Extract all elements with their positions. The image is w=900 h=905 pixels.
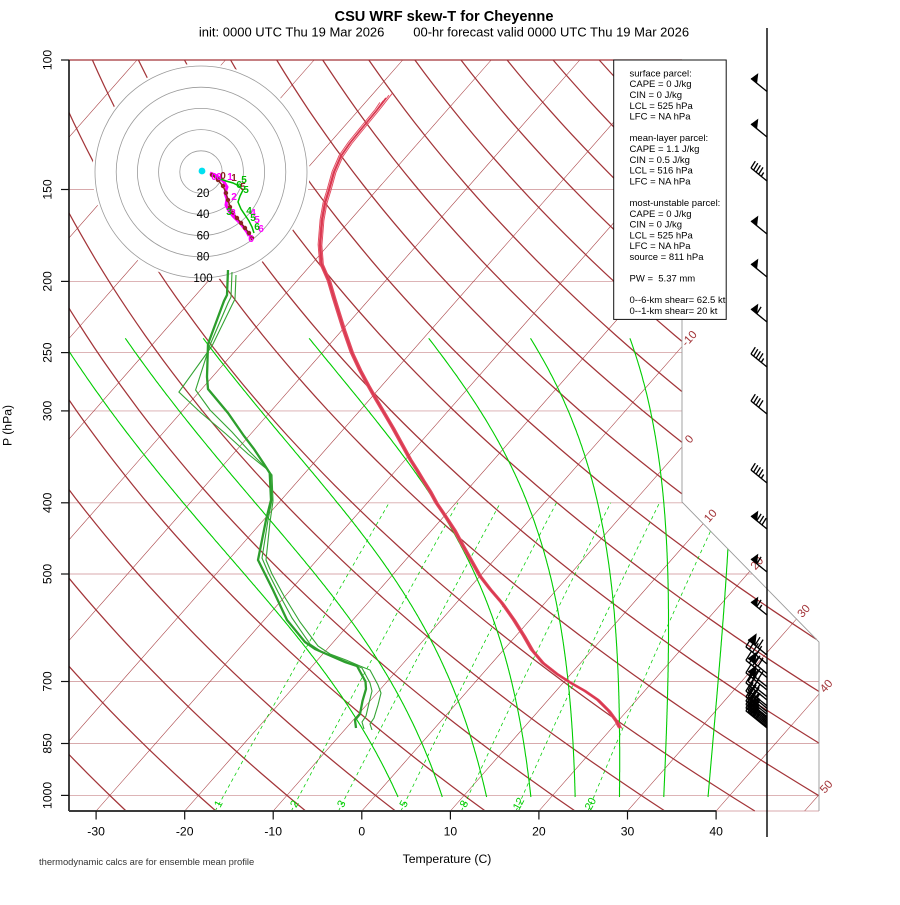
svg-text:3: 3	[335, 799, 348, 810]
svg-text:PW = 5.37 mm: PW = 5.37 mm	[630, 274, 696, 285]
svg-text:mean-layer parcel:: mean-layer parcel:	[630, 133, 709, 144]
svg-text:3: 3	[226, 207, 232, 218]
svg-text:20: 20	[583, 796, 599, 812]
svg-text:2: 2	[231, 192, 237, 203]
svg-text:1000: 1000	[41, 782, 55, 809]
svg-text:100: 100	[41, 50, 55, 71]
svg-text:CIN = 0 J/kg: CIN = 0 J/kg	[630, 90, 683, 101]
svg-text:40: 40	[197, 209, 210, 221]
svg-text:5: 5	[398, 799, 411, 810]
svg-text:-20: -20	[176, 825, 194, 839]
svg-text:6: 6	[248, 234, 254, 245]
svg-text:LCL = 516 hPa: LCL = 516 hPa	[630, 166, 694, 177]
svg-text:60: 60	[197, 230, 210, 242]
svg-text:12: 12	[511, 796, 527, 812]
svg-text:8: 8	[458, 799, 471, 810]
svg-text:CIN = 0.5 J/kg: CIN = 0.5 J/kg	[630, 155, 690, 166]
svg-text:5: 5	[250, 213, 256, 224]
svg-text:1: 1	[227, 172, 233, 183]
svg-text:5: 5	[241, 175, 247, 186]
svg-text:400: 400	[41, 492, 55, 513]
svg-text:surface parcel:: surface parcel:	[630, 68, 692, 79]
svg-text:700: 700	[41, 671, 55, 692]
svg-text:4: 4	[250, 208, 256, 219]
svg-text:0: 0	[358, 825, 365, 839]
svg-text:40: 40	[709, 825, 723, 839]
svg-text:LFC = NA hPa: LFC = NA hPa	[630, 112, 692, 123]
svg-text:0: 0	[220, 171, 226, 182]
svg-text:CSU WRF skew-T for Cheyenne: CSU WRF skew-T for Cheyenne	[335, 9, 554, 25]
svg-text:LCL = 525 hPa: LCL = 525 hPa	[630, 230, 694, 241]
svg-text:1: 1	[212, 799, 225, 810]
svg-text:500: 500	[41, 564, 55, 585]
svg-text:3: 3	[230, 208, 236, 219]
svg-text:1: 1	[231, 173, 237, 184]
svg-text:2: 2	[288, 799, 301, 810]
svg-text:5: 5	[240, 182, 246, 193]
svg-text:source = 811 hPa: source = 811 hPa	[630, 252, 705, 263]
svg-text:P (hPa): P (hPa)	[1, 405, 15, 446]
svg-text:0: 0	[216, 172, 222, 183]
svg-text:CAPE = 0 J/kg: CAPE = 0 J/kg	[630, 209, 692, 220]
svg-text:-10: -10	[264, 825, 282, 839]
svg-text:Temperature (C): Temperature (C)	[403, 852, 492, 866]
svg-text:LCL = 525 hPa: LCL = 525 hPa	[630, 101, 694, 112]
svg-text:CIN = 0 J/kg: CIN = 0 J/kg	[630, 220, 683, 231]
svg-text:most-unstable parcel:: most-unstable parcel:	[630, 198, 721, 209]
svg-text:thermodynamic calcs are for en: thermodynamic calcs are for ensemble mea…	[39, 856, 254, 867]
svg-text:init: 0000 UTC Thu 19 Mar 2026: init: 0000 UTC Thu 19 Mar 2026 00-hr for…	[199, 24, 689, 39]
svg-text:0--6-km shear= 62.5 kt: 0--6-km shear= 62.5 kt	[630, 295, 726, 306]
svg-text:20: 20	[197, 188, 210, 200]
svg-text:-30: -30	[87, 825, 105, 839]
svg-text:4: 4	[246, 206, 252, 217]
svg-text:LFC = NA hPa: LFC = NA hPa	[630, 176, 692, 187]
svg-text:6: 6	[236, 180, 242, 191]
svg-text:100: 100	[193, 273, 212, 285]
svg-text:20: 20	[532, 825, 546, 839]
svg-text:6: 6	[254, 222, 260, 233]
svg-text:0--1-km shear= 20 kt: 0--1-km shear= 20 kt	[630, 306, 718, 317]
svg-text:6: 6	[258, 224, 264, 235]
svg-text:5: 5	[254, 215, 260, 226]
svg-text:0: 0	[211, 172, 217, 183]
svg-text:CAPE = 0 J/kg: CAPE = 0 J/kg	[630, 79, 692, 90]
svg-text:LFC = NA hPa: LFC = NA hPa	[630, 241, 692, 252]
svg-text:150: 150	[41, 179, 55, 200]
svg-text:300: 300	[41, 401, 55, 422]
svg-text:850: 850	[41, 733, 55, 754]
svg-text:5: 5	[243, 185, 249, 196]
svg-text:80: 80	[197, 252, 210, 264]
svg-text:250: 250	[41, 342, 55, 363]
svg-text:30: 30	[621, 825, 635, 839]
svg-text:CAPE = 1.1 J/kg: CAPE = 1.1 J/kg	[630, 144, 700, 155]
svg-text:10: 10	[444, 825, 458, 839]
svg-text:200: 200	[41, 271, 55, 292]
